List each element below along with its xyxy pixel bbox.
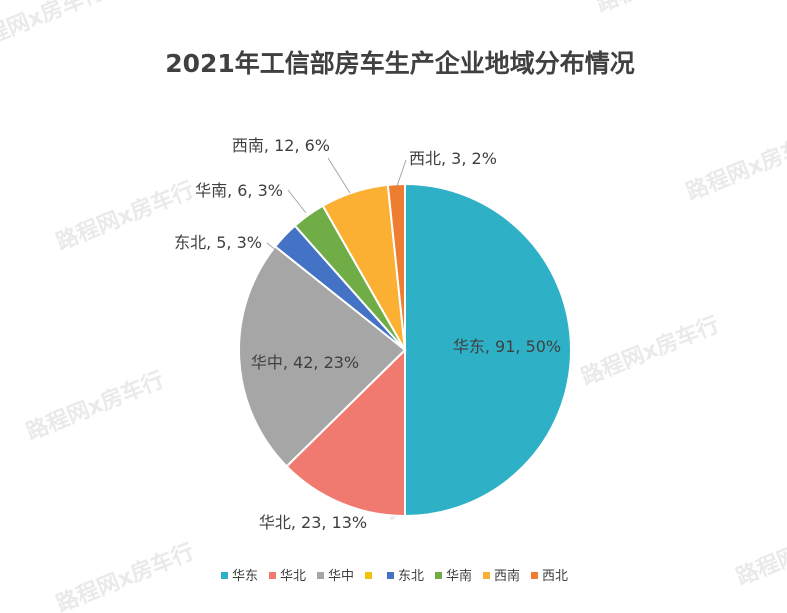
watermark-text: 路程网x房车行 [578, 312, 723, 391]
legend-label: 华南 [446, 568, 472, 584]
legend-label: 西北 [542, 569, 568, 584]
watermark-text: 路程网x房车行 [0, 0, 108, 58]
watermark-text: 路程网x房车行 [23, 367, 168, 446]
watermark-text: 路程网x房车行 [683, 127, 787, 206]
data-label: 华中, 42, 23% [251, 353, 359, 372]
watermark-text: 路程网x房车行 [733, 512, 787, 591]
leader-line [396, 159, 407, 187]
legend-swatch [365, 572, 372, 579]
legend-swatch [531, 572, 538, 579]
data-label: 华南, 6, 3% [195, 181, 283, 200]
watermark-text: 路程网x房车行 [593, 0, 738, 18]
data-label: 西南, 12, 6% [232, 136, 330, 155]
data-labels: 华东, 91, 50% 华北, 23, 13% 华中, 42, 23% 东北, 5, … [174, 136, 561, 532]
pie-slice [285, 347, 406, 518]
leader-line [327, 157, 351, 194]
data-label: 西北, 3, 2% [409, 149, 497, 168]
legend-swatch [483, 572, 490, 579]
leader-line [287, 189, 307, 214]
chart-title: 2021年工信部房车生产企业地域分布情况 [165, 49, 635, 78]
leader-lines [266, 157, 407, 256]
pie-slice [404, 182, 572, 518]
legend-swatch [387, 572, 394, 579]
legend-label: 华中 [328, 569, 354, 584]
legend-label: 华东 [232, 569, 258, 584]
legend-label: 东北 [398, 569, 424, 584]
legend-label: 华北 [280, 569, 306, 584]
legend-swatch [435, 572, 442, 579]
pie-slice [238, 245, 407, 468]
legend-swatch [269, 572, 276, 579]
watermark-text: 路程网x房车行 [53, 539, 198, 613]
pie-slices [238, 182, 572, 518]
data-label: 华东, 91, 50% [453, 337, 561, 356]
data-label: 东北, 5, 3% [174, 233, 262, 252]
pie-slice [386, 182, 406, 351]
leader-line [266, 242, 283, 256]
legend-swatch [317, 572, 324, 579]
legend-label: 西南 [494, 568, 520, 584]
legend: 华东 华北 华中 东北 华南 西南 西北 [221, 568, 568, 584]
data-label: 华北, 23, 13% [259, 513, 367, 532]
legend-swatch [221, 572, 228, 579]
